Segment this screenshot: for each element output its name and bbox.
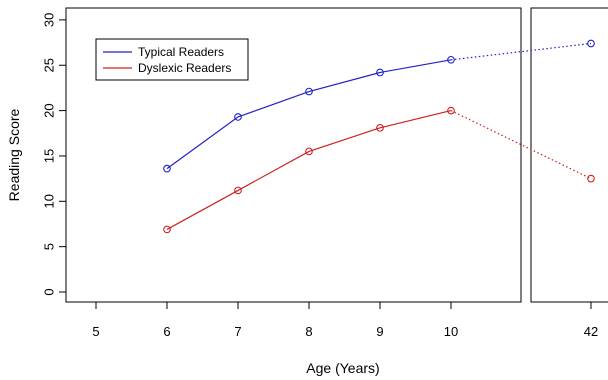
x-tick-label: 9 [376,324,383,339]
series-layer [163,39,595,234]
series-line-dyslexic-readers [166,110,452,230]
data-point-typical-readers [305,87,313,96]
x-tick-label: 5 [92,324,99,339]
data-point-dyslexic-readers [234,186,242,195]
y-axis-label: Reading Score [6,108,22,201]
legend: Typical Readers Dyslexic Readers [95,38,249,81]
y-tick-label: 15 [42,149,57,163]
data-point-dyslexic-readers [587,174,595,183]
y-tick-label: 25 [42,58,57,72]
x-tick-label: 10 [444,324,458,339]
data-point-dyslexic-readers [376,123,384,132]
x-axis: 5 6 7 8 9 10 42 [92,302,598,339]
right-panel-frame [530,7,608,303]
x-tick-label: 7 [234,324,241,339]
series-line-typical-readers [166,59,452,170]
legend-box [95,38,249,81]
data-point-typical-readers [447,55,455,64]
data-point-typical-readers [163,164,171,173]
data-point-dyslexic-readers [305,147,313,156]
y-tick-label: 0 [42,288,57,295]
y-axis: 0 5 10 15 20 25 30 [42,13,66,296]
data-point-typical-readers [587,39,595,48]
legend-label-dyslexic-readers: Dyslexic Readers [138,61,231,75]
y-tick-label: 10 [42,194,57,208]
data-point-typical-readers [234,113,242,121]
y-tick-label: 5 [42,243,57,250]
projection-line-typical-readers [450,42,592,61]
data-point-typical-readers [376,68,384,77]
data-point-dyslexic-readers [163,225,171,234]
x-tick-label: 6 [163,324,170,339]
x-tick-label: 42 [584,324,598,339]
legend-label-typical-readers: Typical Readers [138,45,224,59]
data-point-dyslexic-readers [447,106,455,115]
y-tick-label: 20 [42,103,57,117]
x-axis-label: Age (Years) [306,360,379,376]
x-tick-label: 8 [305,324,312,339]
y-tick-label: 30 [42,13,57,27]
left-panel-frame [65,7,522,303]
